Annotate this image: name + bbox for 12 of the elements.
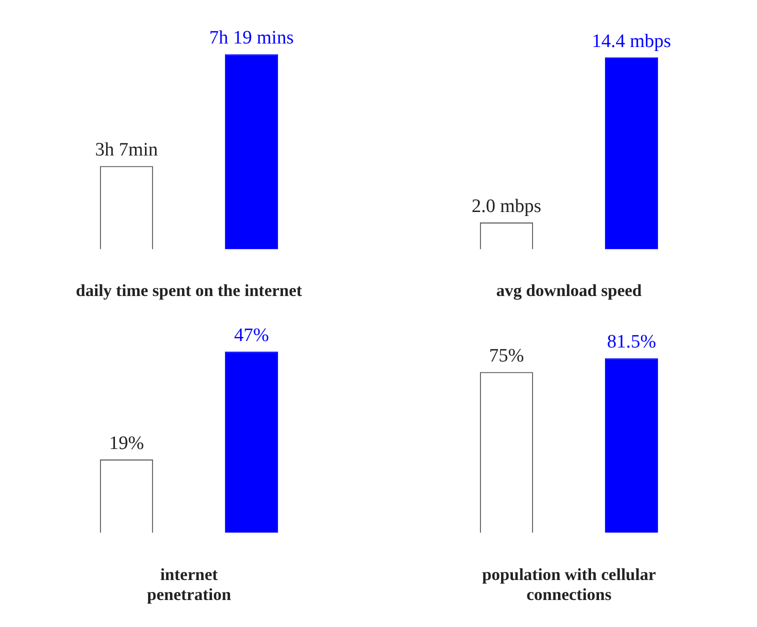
x-axis-title: avg download speed: [496, 281, 642, 300]
data-label: 81.5%: [606, 332, 656, 353]
data-label: 14.4 mbps: [592, 30, 672, 52]
data-label: 75%: [489, 346, 524, 367]
x-axis-title: population with cellular connections: [482, 564, 656, 604]
data-label: 7h 19 mins: [209, 28, 294, 49]
data-label: 47%: [234, 325, 270, 346]
data-label: 19%: [109, 433, 144, 454]
x-axis-title: internet penetration: [146, 564, 232, 604]
data-label: 3h 7min: [95, 140, 158, 161]
x-axis-title: daily time spent on the internet: [76, 281, 302, 300]
data-label: 2.0 mbps: [472, 196, 542, 218]
